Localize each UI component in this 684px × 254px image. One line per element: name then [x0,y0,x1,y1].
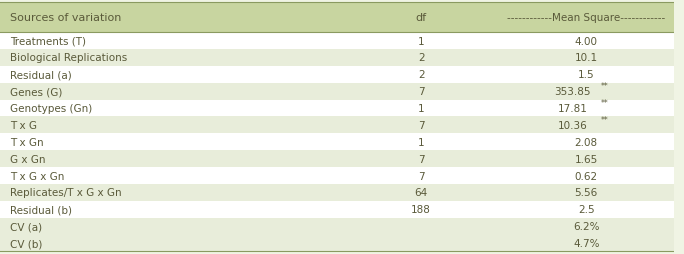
Bar [0,117,674,134]
Text: 10.36: 10.36 [558,120,588,130]
Text: 7: 7 [418,87,425,97]
Text: 2: 2 [418,53,425,63]
Text: CV (a): CV (a) [10,221,42,231]
Bar [0,235,674,251]
Text: Genotypes (Gn): Genotypes (Gn) [10,104,92,114]
Text: Sources of variation: Sources of variation [10,13,122,23]
Bar [0,218,674,235]
Text: 17.81: 17.81 [557,104,588,114]
Text: 4.7%: 4.7% [573,238,599,248]
Bar [0,67,674,83]
Text: 1.5: 1.5 [578,70,594,80]
Text: **: ** [601,115,609,124]
Text: Treatments (T): Treatments (T) [10,36,86,46]
Text: 353.85: 353.85 [555,87,591,97]
Text: 7: 7 [418,171,425,181]
Text: 188: 188 [411,204,431,214]
Bar [0,3,674,33]
Text: Biological Replications: Biological Replications [10,53,127,63]
Text: 10.1: 10.1 [575,53,598,63]
Bar [0,134,674,151]
Text: 2.5: 2.5 [578,204,594,214]
Bar [0,184,674,201]
Text: 7: 7 [418,154,425,164]
Bar [0,167,674,184]
Text: df: df [416,13,427,23]
Text: **: ** [601,82,609,91]
Text: Residual (a): Residual (a) [10,70,72,80]
Text: Genes (G): Genes (G) [10,87,62,97]
Bar [0,50,674,67]
Text: T x Gn: T x Gn [10,137,44,147]
Text: T x G: T x G [10,120,37,130]
Text: 5.56: 5.56 [575,188,598,198]
Text: 7: 7 [418,120,425,130]
Text: 1: 1 [418,137,425,147]
Text: T x G x Gn: T x G x Gn [10,171,64,181]
Text: 6.2%: 6.2% [573,221,599,231]
Bar [0,83,674,100]
Text: **: ** [601,99,609,107]
Text: 64: 64 [415,188,428,198]
Text: G x Gn: G x Gn [10,154,46,164]
Text: CV (b): CV (b) [10,238,42,248]
Bar [0,151,674,167]
Text: Residual (b): Residual (b) [10,204,72,214]
Bar [0,100,674,117]
Bar [0,201,674,218]
Text: 1.65: 1.65 [575,154,598,164]
Text: Replicates/T x G x Gn: Replicates/T x G x Gn [10,188,122,198]
Text: 0.62: 0.62 [575,171,598,181]
Text: 2.08: 2.08 [575,137,598,147]
Text: 4.00: 4.00 [575,36,598,46]
Bar [0,33,674,50]
Text: ------------Mean Square------------: ------------Mean Square------------ [507,13,666,23]
Text: 1: 1 [418,104,425,114]
Text: 1: 1 [418,36,425,46]
Text: 2: 2 [418,70,425,80]
